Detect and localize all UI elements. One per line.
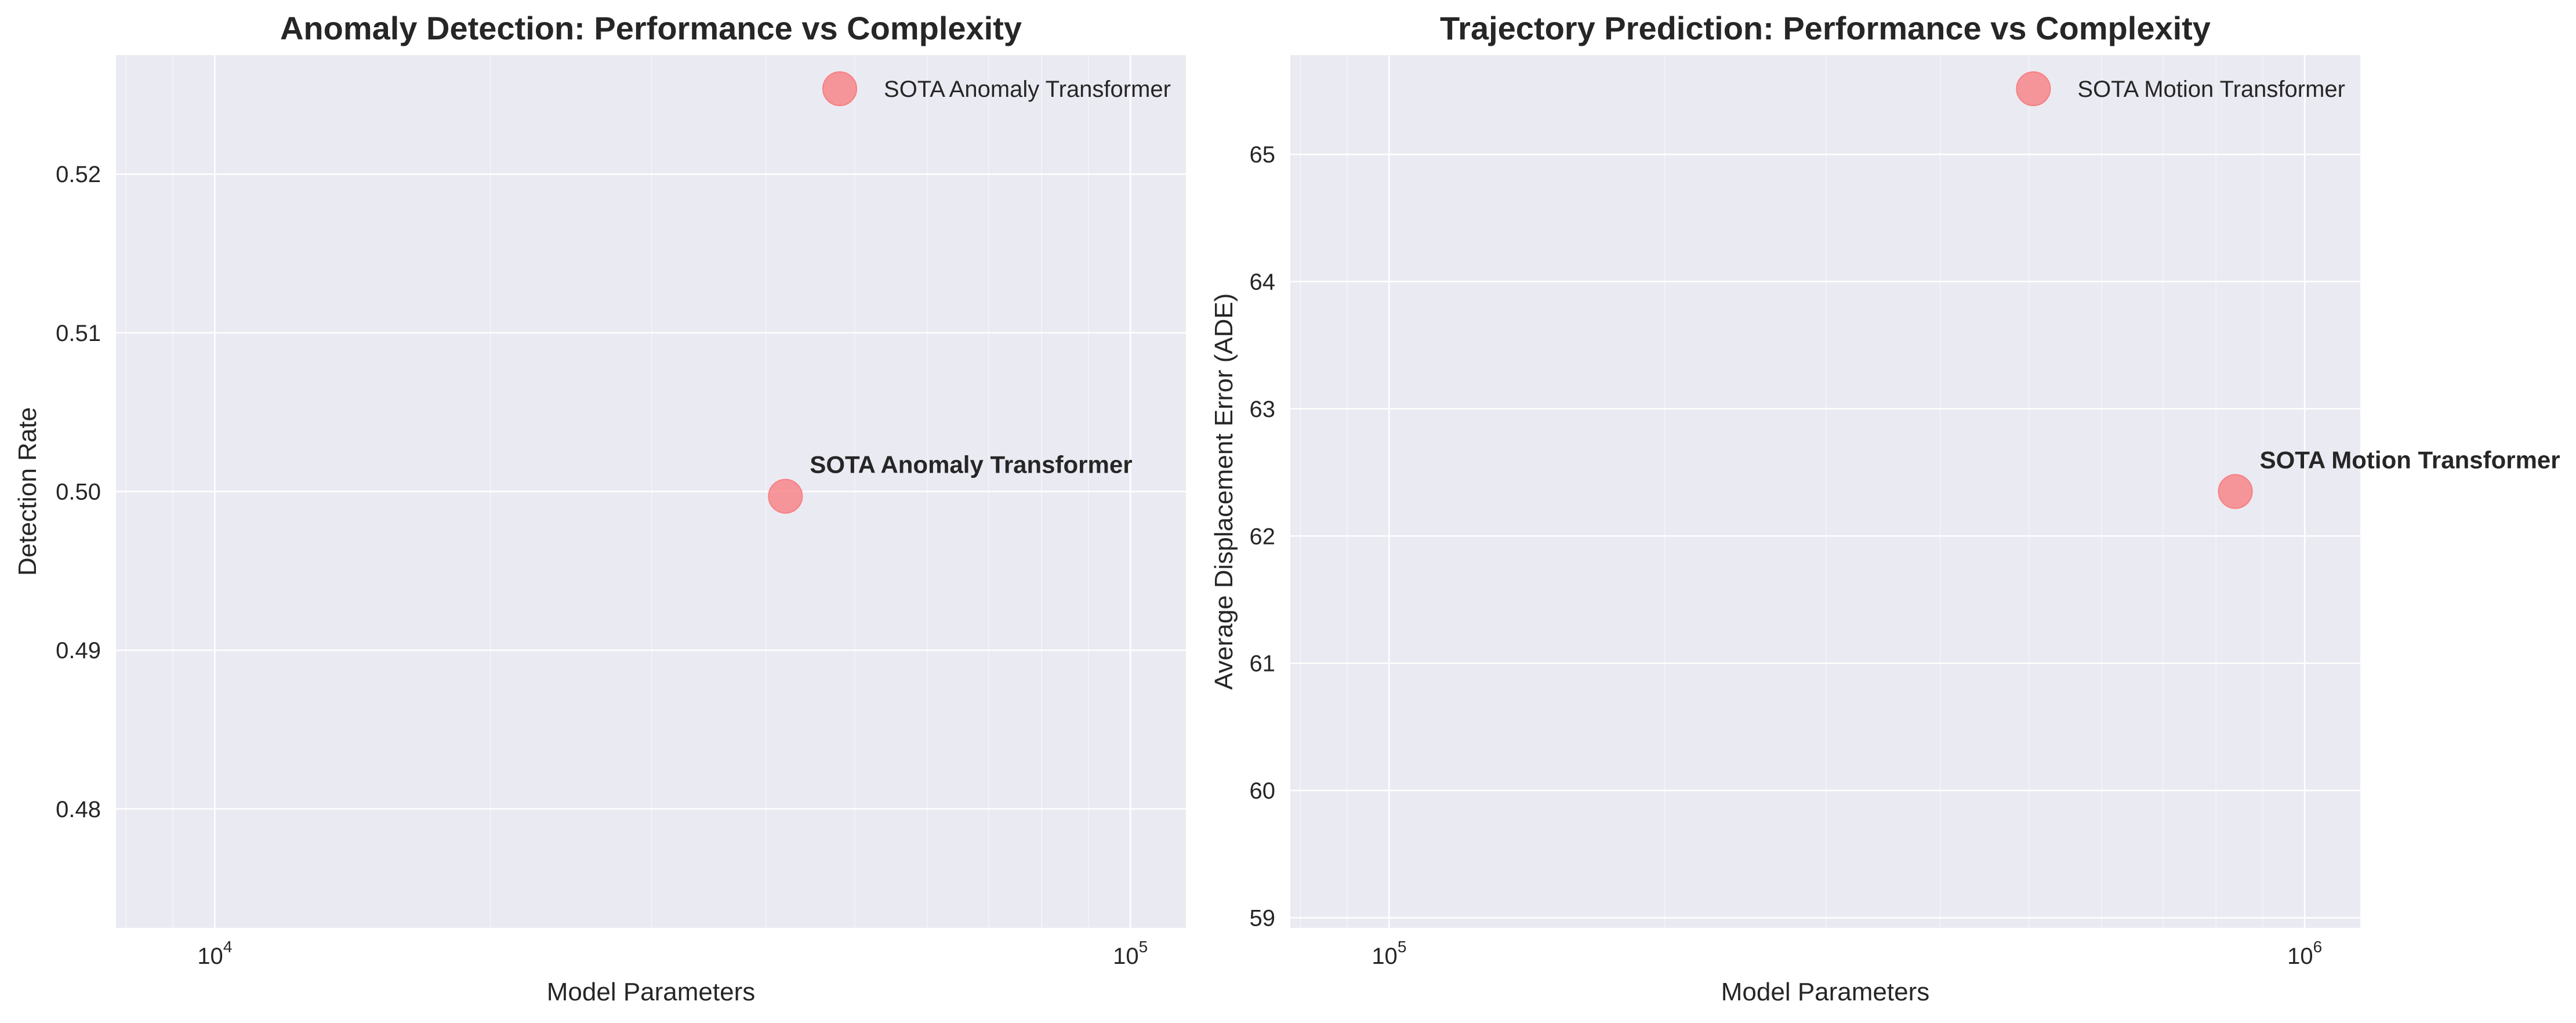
x-tick-base: 10 — [2287, 944, 2313, 969]
chart-title: Trajectory Prediction: Performance vs Co… — [1440, 10, 2211, 46]
y-tick-label: 0.51 — [56, 321, 101, 346]
data-point — [2218, 474, 2253, 509]
legend-marker — [2016, 71, 2051, 106]
y-tick-label: 0.49 — [56, 638, 101, 663]
x-axis-label: Model Parameters — [1721, 978, 1929, 1006]
x-axis-label: Model Parameters — [547, 978, 755, 1006]
x-tick-base: 10 — [1372, 944, 1398, 969]
y-tick-label: 0.52 — [56, 162, 101, 187]
x-tick-label: 104 — [197, 938, 232, 969]
x-tick-label: 105 — [1372, 938, 1406, 969]
x-tick-exponent: 5 — [1398, 938, 1407, 956]
point-annotation: SOTA Motion Transformer — [2260, 447, 2560, 474]
x-tick-label: 105 — [1113, 938, 1148, 969]
y-tick-label: 61 — [1250, 651, 1276, 677]
y-tick-label: 60 — [1250, 778, 1276, 804]
x-tick-base: 10 — [197, 944, 223, 969]
y-tick-label: 63 — [1250, 397, 1276, 422]
y-axis-label: Average Displacement Error (ADE) — [1210, 293, 1238, 690]
y-tick-label: 59 — [1250, 905, 1276, 931]
y-tick-label: 0.48 — [56, 797, 101, 822]
y-tick-label: 0.50 — [56, 480, 101, 505]
y-tick-label: 64 — [1250, 270, 1276, 295]
y-axis-label: Detection Rate — [13, 407, 42, 576]
data-point — [768, 478, 803, 514]
y-tick-label: 65 — [1250, 142, 1276, 168]
x-tick-base: 10 — [1113, 944, 1139, 969]
point-annotation: SOTA Anomaly Transformer — [810, 451, 1132, 478]
x-tick-exponent: 5 — [1139, 938, 1148, 956]
legend-marker — [822, 71, 858, 106]
legend-label: SOTA Motion Transformer — [2077, 77, 2345, 102]
y-tick-label: 62 — [1250, 524, 1276, 549]
x-tick-exponent: 4 — [223, 938, 233, 956]
plot-area — [1290, 55, 2360, 928]
x-tick-exponent: 6 — [2313, 938, 2323, 956]
x-tick-label: 106 — [2287, 938, 2322, 969]
chart-title: Anomaly Detection: Performance vs Comple… — [280, 10, 1022, 46]
legend-label: SOTA Anomaly Transformer — [884, 77, 1171, 102]
